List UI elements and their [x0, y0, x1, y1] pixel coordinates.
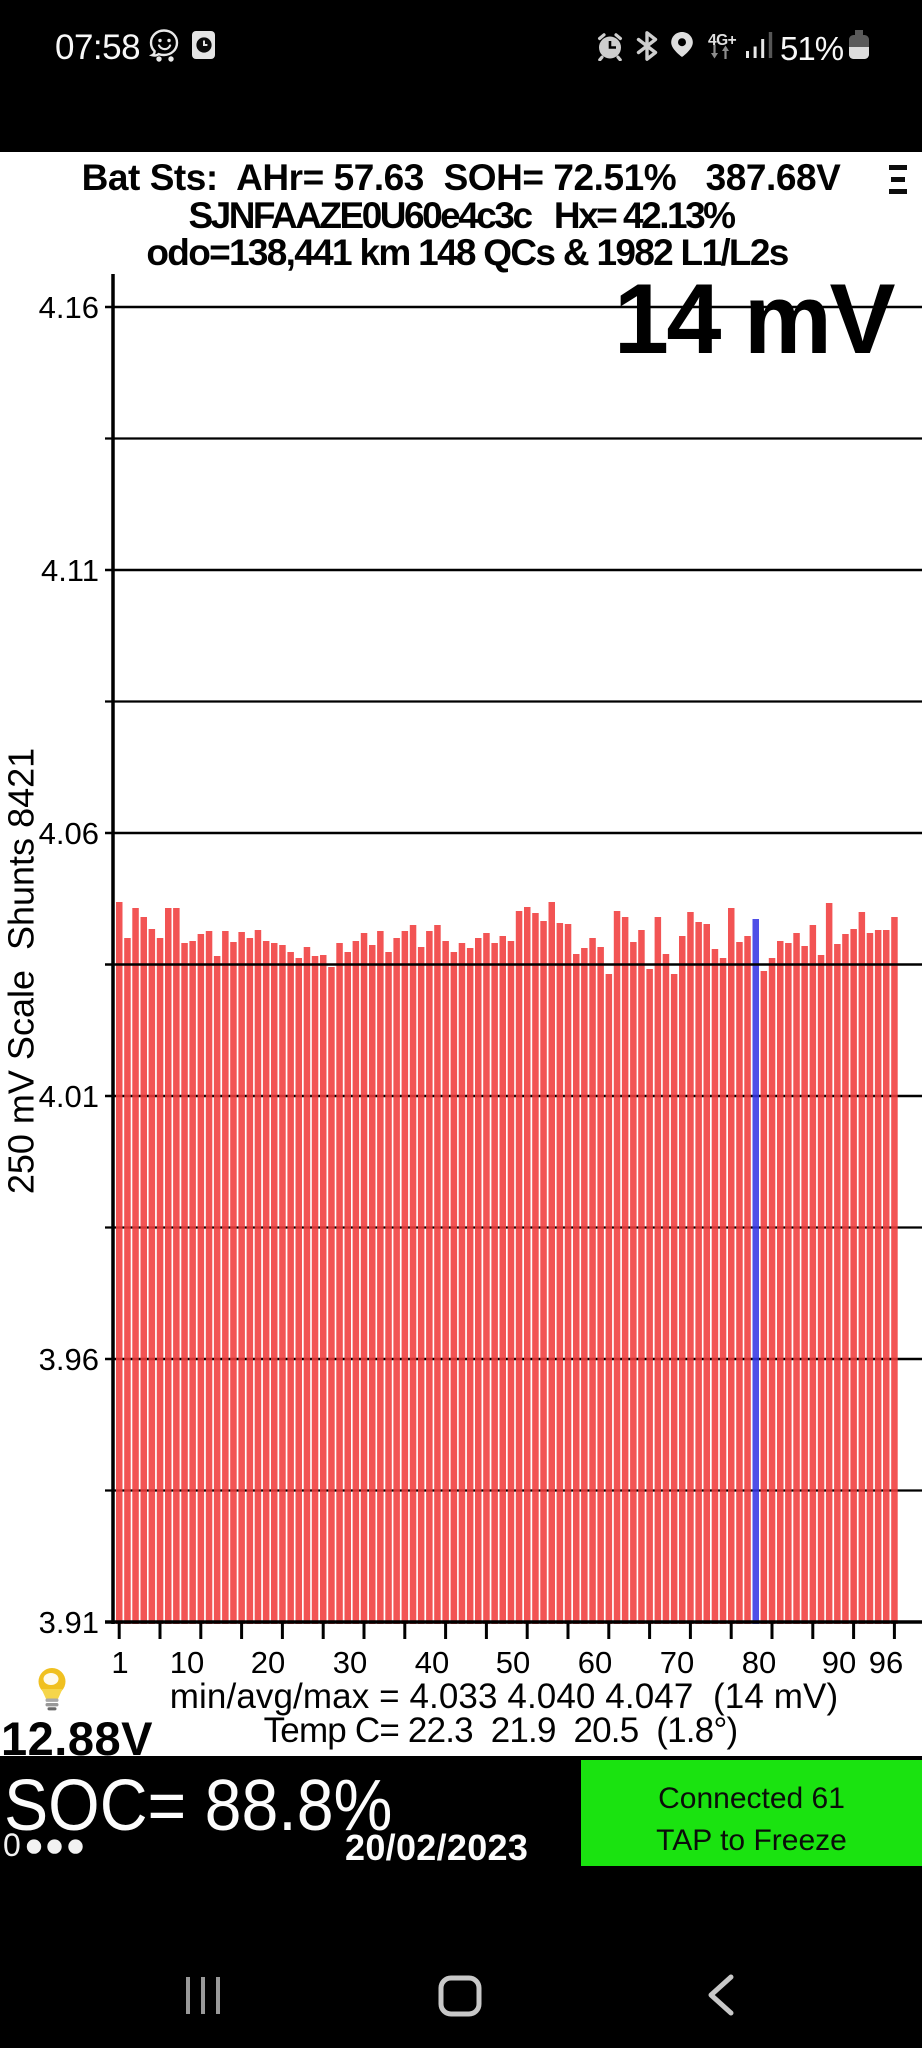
- svg-text:90: 90: [822, 1645, 856, 1680]
- svg-text:07:58: 07:58: [55, 28, 140, 67]
- svg-text:51%: 51%: [780, 30, 844, 67]
- svg-text:20: 20: [251, 1645, 285, 1680]
- svg-text:10: 10: [170, 1645, 204, 1680]
- svg-text:4G+: 4G+: [708, 32, 737, 49]
- svg-text:40: 40: [415, 1645, 449, 1680]
- svg-text:4.16: 4.16: [39, 290, 99, 325]
- svg-text:4.01: 4.01: [39, 1079, 99, 1114]
- svg-text:3.96: 3.96: [39, 1342, 99, 1377]
- svg-text:50: 50: [496, 1645, 530, 1680]
- svg-text:0: 0: [3, 1828, 21, 1860]
- svg-text:70: 70: [660, 1645, 694, 1680]
- svg-text:14 mV: 14 mV: [614, 263, 896, 374]
- svg-text:80: 80: [742, 1645, 776, 1680]
- svg-text:96: 96: [869, 1645, 903, 1680]
- svg-text:4.06: 4.06: [39, 816, 99, 851]
- svg-text:250 mV Scale Shunts 8421: 250 mV Scale Shunts 8421: [1, 748, 42, 1194]
- svg-text:1: 1: [111, 1645, 128, 1680]
- svg-text:30: 30: [333, 1645, 367, 1680]
- svg-text:3.91: 3.91: [39, 1605, 99, 1640]
- svg-text:60: 60: [578, 1645, 612, 1680]
- svg-text:4.11: 4.11: [41, 553, 99, 588]
